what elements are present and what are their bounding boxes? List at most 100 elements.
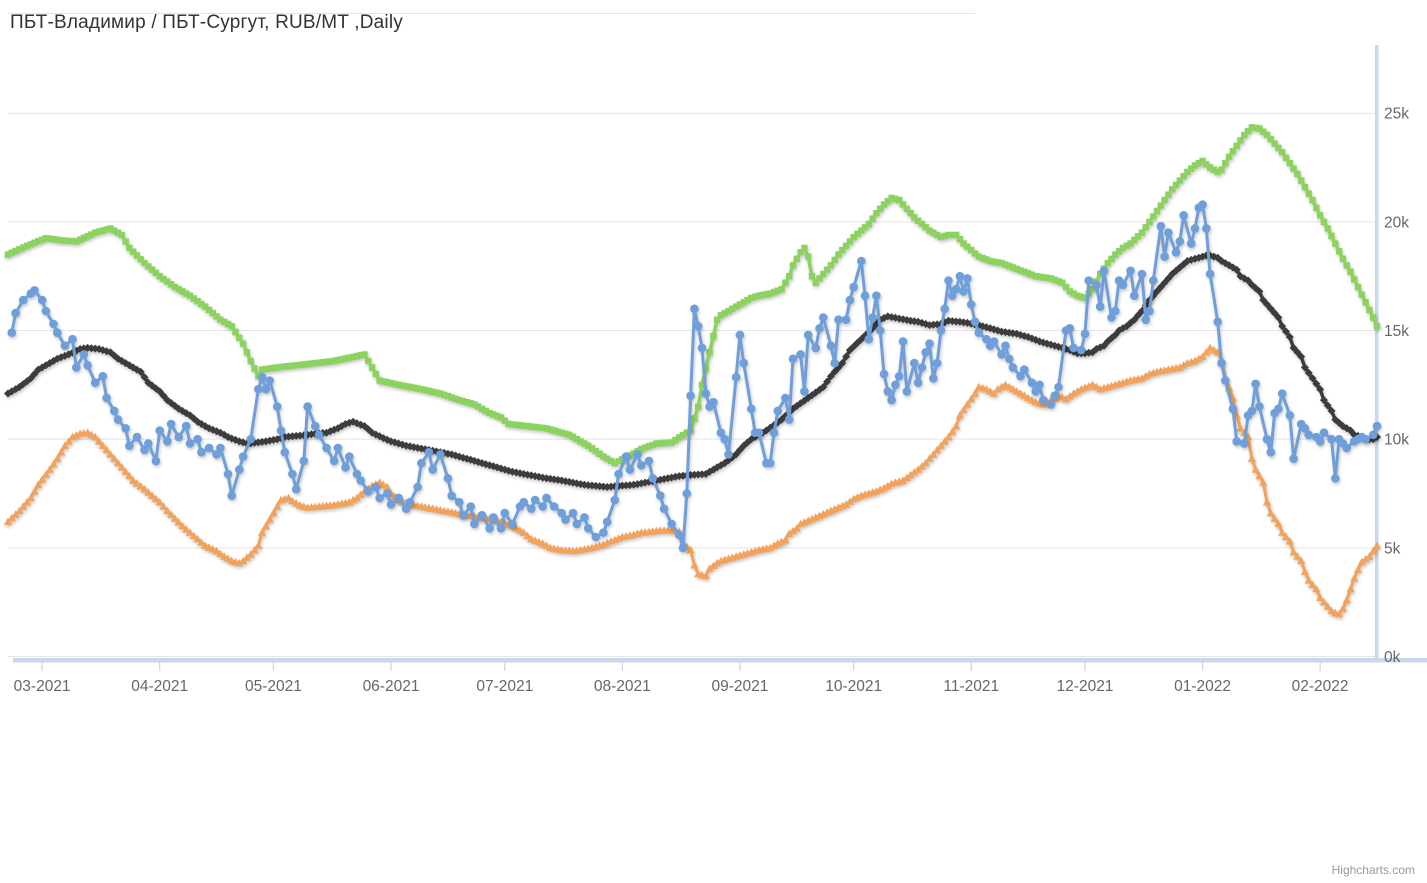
data-point-marker[interactable] [1361, 434, 1370, 444]
data-point-marker[interactable] [857, 256, 866, 266]
data-point-marker[interactable] [709, 397, 718, 407]
data-point-marker[interactable] [265, 376, 275, 385]
data-point-marker[interactable] [572, 519, 582, 529]
data-point-marker[interactable] [333, 443, 343, 453]
data-point-marker[interactable] [1331, 474, 1340, 483]
data-point-marker[interactable] [610, 495, 620, 505]
data-point-marker[interactable] [974, 328, 984, 338]
data-point-marker[interactable] [948, 291, 957, 301]
data-point-marker[interactable] [1137, 269, 1147, 279]
data-point-marker[interactable] [496, 524, 506, 533]
data-point-marker[interactable] [291, 484, 301, 494]
data-point-marker[interactable] [322, 443, 331, 453]
data-point-marker[interactable] [819, 313, 828, 322]
data-point-marker[interactable] [1221, 376, 1230, 385]
data-point-marker[interactable] [72, 363, 81, 372]
data-point-marker[interactable] [216, 443, 225, 453]
data-point-marker[interactable] [314, 430, 324, 440]
data-point-marker[interactable] [401, 504, 411, 513]
data-point-marker[interactable] [527, 504, 536, 513]
data-point-marker[interactable] [212, 450, 221, 459]
data-point-marker[interactable] [826, 341, 836, 351]
data-point-marker[interactable] [955, 271, 965, 281]
data-point-marker[interactable] [144, 439, 153, 448]
data-point-marker[interactable] [90, 378, 100, 388]
data-point-marker[interactable] [1368, 430, 1378, 440]
data-point-marker[interactable] [424, 447, 434, 457]
data-point-marker[interactable] [925, 339, 934, 348]
data-point-marker[interactable] [720, 434, 729, 444]
data-point-marker[interactable] [747, 404, 756, 414]
data-point-marker[interactable] [508, 519, 517, 529]
data-point-marker[interactable] [364, 487, 373, 496]
data-point-marker[interactable] [1111, 306, 1120, 316]
data-point-marker[interactable] [185, 439, 195, 448]
data-point-marker[interactable] [1190, 224, 1200, 233]
data-point-marker[interactable] [1107, 313, 1116, 322]
data-point-marker[interactable] [599, 528, 608, 537]
data-point-marker[interactable] [701, 389, 711, 398]
data-point-marker[interactable] [542, 493, 551, 503]
data-point-marker[interactable] [686, 391, 695, 401]
data-point-marker[interactable] [648, 474, 657, 483]
data-point-marker[interactable] [155, 426, 164, 435]
data-point-marker[interactable] [1372, 421, 1382, 431]
data-point-marker[interactable] [1255, 402, 1264, 411]
data-point-marker[interactable] [561, 515, 570, 524]
data-point-marker[interactable] [382, 489, 392, 498]
data-point-marker[interactable] [405, 497, 415, 507]
data-point-marker[interactable] [864, 334, 874, 344]
data-point-marker[interactable] [519, 497, 528, 507]
data-point-marker[interactable] [659, 504, 669, 513]
data-point-marker[interactable] [1251, 379, 1260, 389]
data-point-marker[interactable] [261, 384, 271, 394]
data-point-marker[interactable] [7, 328, 17, 338]
data-point-marker[interactable] [1016, 371, 1025, 381]
data-point-marker[interactable] [860, 291, 870, 301]
data-point-marker[interactable] [352, 469, 362, 479]
data-point-marker[interactable] [1171, 248, 1181, 257]
data-point-marker[interactable] [371, 482, 381, 492]
data-point-marker[interactable] [83, 361, 92, 370]
data-point-marker[interactable] [940, 304, 949, 314]
data-point-marker[interactable] [815, 324, 824, 333]
data-point-marker[interactable] [1076, 345, 1086, 355]
data-point-marker[interactable] [413, 482, 422, 492]
data-point-marker[interactable] [1342, 443, 1351, 453]
data-point-marker[interactable] [132, 432, 142, 442]
data-point-marker[interactable] [803, 330, 813, 340]
data-point-marker[interactable] [910, 358, 919, 368]
data-point-marker[interactable] [1164, 228, 1173, 237]
series-price-blue[interactable] [7, 200, 1382, 553]
data-point-marker[interactable] [1247, 406, 1257, 416]
data-point-marker[interactable] [621, 452, 631, 461]
data-point-marker[interactable] [959, 287, 968, 296]
data-point-marker[interactable] [997, 350, 1006, 359]
data-point-marker[interactable] [637, 461, 646, 470]
data-point-marker[interactable] [204, 443, 214, 453]
data-point-marker[interactable] [1095, 302, 1105, 311]
data-point-marker[interactable] [1274, 404, 1283, 414]
data-point-marker[interactable] [1179, 211, 1188, 220]
data-point-marker[interactable] [30, 286, 39, 295]
data-point-marker[interactable] [868, 313, 877, 322]
data-point-marker[interactable] [1020, 365, 1029, 374]
data-point-marker[interactable] [739, 358, 748, 368]
data-point-marker[interactable] [436, 450, 445, 459]
data-point-marker[interactable] [872, 291, 881, 301]
data-point-marker[interactable] [583, 524, 593, 533]
data-point-marker[interactable] [1046, 400, 1056, 409]
data-point-marker[interactable] [329, 456, 339, 466]
data-point-marker[interactable] [929, 374, 938, 383]
data-point-marker[interactable] [60, 341, 70, 351]
data-point-marker[interactable] [1304, 430, 1313, 440]
data-point-marker[interactable] [788, 354, 798, 364]
data-point-marker[interactable] [614, 469, 623, 479]
data-point-marker[interactable] [1084, 276, 1094, 285]
data-point-marker[interactable] [1027, 378, 1037, 388]
data-point-marker[interactable] [989, 337, 999, 346]
data-point-marker[interactable] [140, 445, 149, 455]
data-point-marker[interactable] [1232, 437, 1241, 446]
data-point-marker[interactable] [477, 510, 487, 520]
